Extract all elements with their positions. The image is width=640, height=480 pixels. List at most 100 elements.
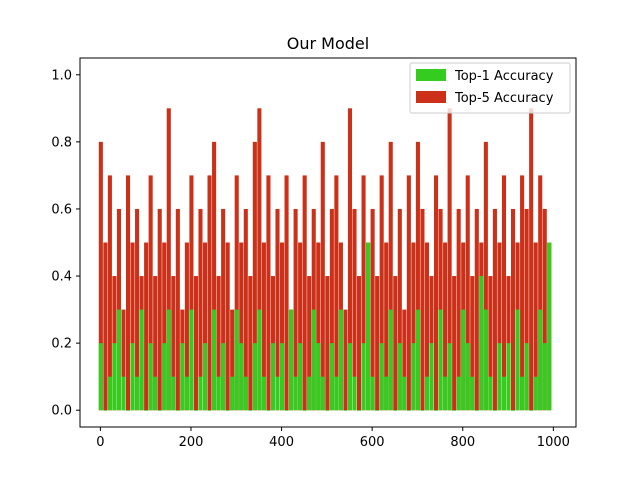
series-top1 <box>98 242 552 411</box>
x-tick-label: 200 <box>179 435 204 450</box>
bar-top5-12 <box>153 276 158 411</box>
bar-top5-63 <box>384 242 389 411</box>
x-tick-label: 1000 <box>537 435 570 450</box>
bar-top5-35 <box>257 108 262 411</box>
bar-top1-32 <box>243 376 248 411</box>
bar-top1-23 <box>202 343 208 411</box>
bar-top5-15 <box>166 108 171 411</box>
legend: Top-1 Accuracy Top-5 Accuracy <box>409 62 571 114</box>
legend-swatch-top1 <box>416 69 446 81</box>
bar-top5-17 <box>175 208 180 411</box>
bar-top1-79 <box>456 376 461 411</box>
bar-top5-22 <box>198 208 203 411</box>
bar-top1-80 <box>461 309 466 411</box>
bar-top5-52 <box>334 175 339 411</box>
bar-top1-76 <box>443 376 448 411</box>
bar-top5-51 <box>329 208 334 411</box>
bar-top5-66 <box>397 208 402 411</box>
bar-top5-95 <box>529 108 534 411</box>
bar-top1-50 <box>325 410 330 411</box>
bar-top5-19 <box>184 242 189 411</box>
bar-top5-88 <box>497 242 502 411</box>
bar-top1-33 <box>248 410 253 411</box>
bar-top1-5 <box>121 376 126 411</box>
bar-top1-73 <box>429 343 434 411</box>
bar-top5-76 <box>443 242 448 411</box>
bar-top1-41 <box>284 410 289 411</box>
bar-top1-96 <box>533 376 538 411</box>
y-tick-label: 0.8 <box>51 135 72 150</box>
bar-top1-3 <box>112 343 117 411</box>
bar-top5-29 <box>230 309 235 411</box>
x-tick-label: 800 <box>450 435 475 450</box>
series-top5 <box>98 108 552 411</box>
bar-top5-46 <box>307 276 312 411</box>
bar-top1-44 <box>298 343 303 411</box>
bar-top5-34 <box>252 141 257 411</box>
bar-top1-47 <box>311 309 316 411</box>
bar-top5-73 <box>429 276 434 411</box>
bar-top1-58 <box>361 343 366 411</box>
bar-top1-71 <box>420 410 425 411</box>
bar-top1-63 <box>384 376 389 411</box>
y-tick-label: 0.0 <box>51 404 72 419</box>
bar-top1-81 <box>465 343 470 411</box>
legend-box <box>409 62 571 114</box>
bar-top1-27 <box>221 343 226 411</box>
bar-top5-8 <box>135 208 140 411</box>
bar-top5-75 <box>438 208 443 411</box>
legend-swatch-top5 <box>416 91 446 103</box>
x-axis: 0 200 400 600 800 1000 <box>96 427 570 450</box>
bar-top1-0 <box>98 343 103 411</box>
bar-top1-45 <box>302 410 307 411</box>
bar-top5-71 <box>420 208 425 411</box>
bar-top1-67 <box>402 376 407 411</box>
bar-top1-38 <box>270 343 276 411</box>
bar-top1-56 <box>352 376 357 411</box>
chart-title: Our Model <box>287 34 369 53</box>
bar-top1-18 <box>180 343 185 411</box>
bar-top5-3 <box>112 276 117 411</box>
bar-top1-69 <box>411 343 416 411</box>
bar-top5-10 <box>144 242 149 411</box>
bar-top1-70 <box>415 309 420 411</box>
bar-top5-72 <box>424 242 430 411</box>
bar-top1-22 <box>198 376 203 411</box>
bar-top5-70 <box>415 141 420 411</box>
bar-top1-57 <box>356 410 362 411</box>
bar-top1-12 <box>153 376 158 411</box>
bar-top1-15 <box>166 309 171 411</box>
bar-top5-37 <box>266 175 271 411</box>
bar-top5-16 <box>171 276 176 411</box>
bar-top5-82 <box>470 276 475 411</box>
x-tick-label: 0 <box>96 435 104 450</box>
bar-top1-66 <box>397 343 402 411</box>
bar-top5-27 <box>221 208 226 411</box>
bar-top1-65 <box>393 410 398 411</box>
bar-top5-0 <box>98 141 103 411</box>
bar-top5-2 <box>107 175 112 411</box>
bar-top1-8 <box>135 376 140 411</box>
bar-top5-21 <box>193 276 198 411</box>
bar-top1-21 <box>193 410 198 411</box>
bar-top5-54 <box>343 309 348 411</box>
bar-top5-98 <box>542 208 547 411</box>
y-tick-label: 0.6 <box>51 202 72 217</box>
bar-top5-32 <box>243 208 248 411</box>
bar-top5-90 <box>506 276 511 411</box>
y-tick-label: 1.0 <box>51 68 72 83</box>
bar-top5-31 <box>239 242 244 411</box>
bar-top1-51 <box>329 343 334 411</box>
bars-layer <box>98 108 552 411</box>
bar-top5-87 <box>492 208 497 411</box>
bar-top1-13 <box>157 410 162 411</box>
bar-top1-6 <box>125 410 131 411</box>
bar-top1-84 <box>479 276 484 411</box>
bar-top5-49 <box>320 141 325 411</box>
y-tick-label: 0.4 <box>51 270 72 285</box>
bar-top1-77 <box>447 343 452 411</box>
bar-top1-95 <box>529 410 534 411</box>
bar-top5-33 <box>248 276 253 411</box>
bar-top5-85 <box>483 141 488 411</box>
bar-top1-55 <box>347 343 353 411</box>
